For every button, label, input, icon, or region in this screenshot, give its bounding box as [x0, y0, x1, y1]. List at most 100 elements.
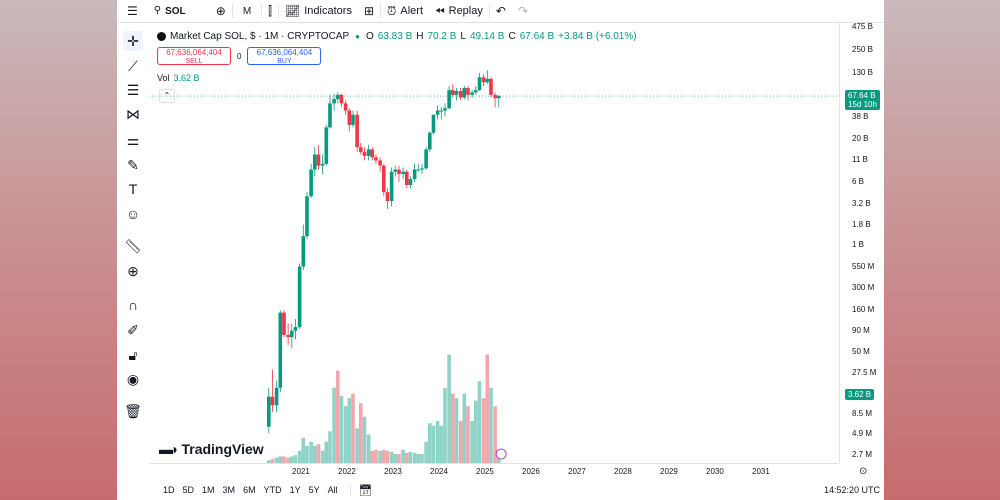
zoom-in-icon: ⊕ [127, 262, 139, 279]
vol-label: Vol [157, 73, 170, 83]
alert-button[interactable]: ⏰︎ Alert [381, 0, 429, 22]
text-tool[interactable]: T [123, 179, 143, 199]
price-scale[interactable]: 475 B 250 B 130 B 38 B 20 B 11 B 6 B 3.2 B 1.8 B… [839, 22, 884, 463]
candle-body [466, 87, 470, 95]
crosshair-tool[interactable]: ✛ [123, 31, 143, 51]
goto-date-button[interactable]: 📅︎ [359, 484, 373, 497]
replay-button[interactable]: ⏪︎ Replay [429, 0, 489, 22]
clock[interactable]: 14:52:20 UTC [823, 485, 880, 495]
range-button[interactable]: 5Y [308, 485, 320, 495]
range-button[interactable]: YTD [263, 485, 282, 495]
sell-button[interactable]: 67,636,064,404 SELL [157, 47, 231, 65]
icon-tool[interactable]: ☺ [123, 204, 143, 224]
templates-button[interactable]: ⊞ [358, 0, 380, 22]
lock-icon: 🔓︎ [128, 346, 138, 363]
magnet-tool[interactable]: ∩ [123, 295, 143, 315]
range-button[interactable]: 6M [243, 485, 256, 495]
range-button[interactable]: 1D [163, 485, 175, 495]
symbol-label: SOL [165, 5, 186, 17]
low-value: 49.14 B [469, 31, 505, 42]
menu-button[interactable]: ☰ [117, 0, 148, 22]
compare-button[interactable]: ⊕ [210, 0, 232, 22]
candles-icon: ⫿ [268, 4, 273, 18]
tradingview-watermark: ▬◗ TradingView [159, 441, 264, 457]
candle-body [497, 96, 501, 99]
range-button[interactable]: 5D [182, 485, 195, 495]
lock-drawings-tool[interactable]: 🔓︎ [123, 345, 143, 365]
divider [349, 484, 351, 496]
volume-bar [297, 450, 302, 463]
projection-tool[interactable]: ⚌ [123, 130, 143, 150]
menu-icon: ☰ [127, 4, 138, 18]
price-tick-label: 130 B [852, 67, 873, 77]
time-tick-label: 2027 [568, 467, 586, 476]
sell-label: SELL [185, 58, 203, 65]
range-button[interactable]: 1Y [289, 485, 301, 495]
volume-bar [466, 406, 470, 463]
candle-body [489, 78, 493, 95]
candle-body [382, 165, 386, 193]
volume-bar [343, 406, 348, 463]
chart-type-button[interactable]: ⫿ [262, 0, 278, 22]
volume-bar [451, 393, 455, 463]
volume-bar [293, 455, 298, 463]
price-tick-label: 550 M [852, 261, 875, 271]
hide-drawings-tool[interactable]: ◉ [123, 369, 143, 389]
low-label: L [460, 31, 466, 42]
range-button[interactable]: 1M [202, 485, 215, 495]
price-chart[interactable] [149, 23, 839, 463]
forecast-icon: ⚌ [126, 131, 140, 148]
open-label: O [365, 31, 374, 42]
volume-bar [474, 400, 478, 463]
collapse-legend-button[interactable]: ⌃ [159, 89, 175, 103]
time-tick-label: 2021 [292, 467, 310, 476]
close-label: C [508, 31, 516, 42]
chart-settings-button[interactable]: ⊙ [859, 466, 867, 477]
candle-body [316, 154, 321, 166]
change-value: +3.84 B (+6.01%) [558, 31, 637, 42]
fib-tool[interactable]: ☰ [123, 80, 143, 100]
chart-pane[interactable]: Market Cap SOL, $ · 1M · CRYPTOCAP ● O 63… [149, 23, 839, 463]
volume-bar [477, 381, 482, 463]
volume-bar [481, 398, 486, 463]
brush-tool[interactable]: ✎ [123, 155, 143, 175]
price-tick-label: 20 B [852, 134, 869, 144]
price-tick-label: 250 B [852, 44, 873, 54]
time-tick-label: 2028 [614, 467, 632, 476]
candle-body [389, 171, 394, 202]
trend-line-tool[interactable]: ⟋ [123, 56, 143, 76]
volume-bar [401, 449, 405, 463]
last-price-badge: 67.64 B 15d 10h [845, 90, 880, 111]
time-axis[interactable]: 2021 2022 2023 2024 2025 2026 2027 2028 2029 2030… [149, 463, 839, 480]
volume-bar [267, 460, 271, 463]
remove-drawings-tool[interactable]: 🗑︎ [123, 401, 143, 421]
candle-body [374, 157, 378, 161]
zoom-tool[interactable]: ⊕ [123, 261, 143, 281]
candle-body [339, 94, 344, 104]
undo-button[interactable]: ↶ [490, 0, 512, 22]
volume-bar [278, 456, 283, 463]
range-button[interactable]: All [327, 485, 338, 495]
redo-button[interactable]: ↷ [512, 0, 534, 22]
symbol-search[interactable]: ⚲ SOL [148, 0, 210, 22]
measure-tool[interactable]: 📏︎ [123, 236, 143, 256]
stay-in-drawing-tool[interactable]: ✐ [123, 320, 143, 340]
pattern-tool[interactable]: ⋈ [123, 104, 143, 124]
bottom-toolbar: 1D 5D 1M 3M 6M YTD 1Y 5Y All 📅︎ 14:52:20 UTC [117, 480, 884, 500]
range-button[interactable]: 3M [222, 485, 236, 495]
candle-body [270, 396, 275, 406]
volume-bar [324, 441, 329, 463]
trend-line-icon: ⟋ [128, 57, 138, 74]
candle-body [431, 114, 436, 133]
price-tick-label: 2.7 M [852, 450, 873, 459]
candle-body [282, 312, 286, 335]
interval-button[interactable]: M [233, 0, 261, 22]
buy-button[interactable]: 67,636,064,404 BUY [247, 47, 322, 65]
indicators-button[interactable]: 📈︎ Indicators [279, 0, 358, 22]
volume-bar [458, 420, 463, 463]
volume-bar [270, 458, 275, 463]
candle-body [362, 151, 367, 156]
candle-body [474, 90, 478, 93]
price-tick-label: 8.5 M [852, 409, 873, 419]
price-tick-label: 90 M [852, 325, 870, 335]
